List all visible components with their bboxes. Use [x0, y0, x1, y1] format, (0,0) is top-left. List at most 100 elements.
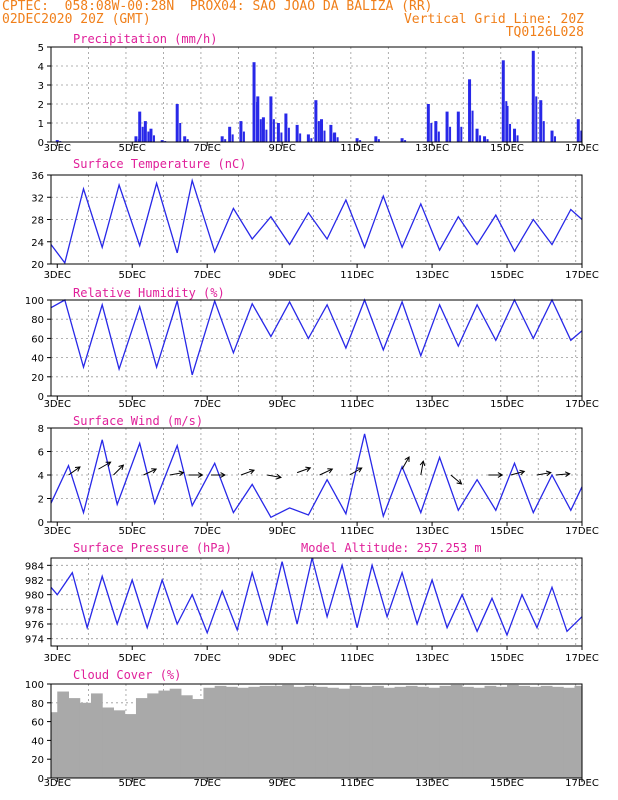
cloud-bar [473, 687, 486, 778]
panel-2: Relative Humidity (%) 0 20 40 60 80 100 3DEC 5DE… [25, 286, 599, 410]
precip-bar [374, 136, 378, 142]
x-tick-label: 15DEC [490, 399, 524, 410]
cloud-bar [518, 685, 531, 778]
precip-bar [516, 135, 519, 142]
precip-bar [554, 136, 557, 142]
cloud-bar [484, 685, 497, 778]
wind-arrow [267, 474, 282, 478]
cloud-bar [180, 695, 193, 778]
cloud-bar [57, 691, 70, 778]
x-tick-label: 3DEC [44, 270, 71, 281]
precip-bar [542, 121, 545, 142]
plot-frame [50, 557, 583, 647]
precip-bar [456, 111, 460, 142]
wind-arrow-head [118, 464, 125, 471]
panel-4: Surface Pressure (hPa) Model Altitude: 25… [25, 541, 599, 664]
cloud-bar [214, 685, 227, 778]
x-tick-label: 7DEC [193, 143, 220, 154]
cloud-bar [349, 685, 362, 778]
series-line [50, 433, 583, 519]
cloud-bar [327, 687, 339, 778]
x-tick-label: 15DEC [490, 653, 524, 664]
wind-arrow-head [220, 472, 226, 478]
x-tick-label: 13DEC [415, 653, 449, 664]
precip-bar [336, 137, 339, 142]
precip-bar [152, 135, 155, 142]
precip-bar [404, 140, 407, 142]
wind-arrow [143, 468, 157, 476]
precip-bar [272, 119, 275, 142]
precip-bar [475, 128, 479, 142]
panel-title: Precipitation (mm/h) [73, 32, 218, 46]
cloud-bar [259, 685, 272, 778]
cloud-bar [315, 686, 328, 778]
x-tick-label: 9DEC [268, 399, 295, 410]
x-tick-label: 7DEC [193, 526, 220, 537]
panel-title: Surface Wind (m/s) [73, 414, 203, 428]
precip-bar [310, 138, 313, 142]
cloud-bar [135, 698, 148, 778]
y-tick-label: 0 [38, 518, 44, 529]
y-tick-label: 80 [31, 699, 44, 710]
x-tick-label: 13DEC [415, 399, 449, 410]
cloud-bar [372, 685, 384, 778]
precip-bar [377, 139, 380, 142]
x-tick-label: 15DEC [490, 270, 524, 281]
cloud-bar [282, 684, 294, 778]
y-tick-label: 6 [38, 448, 44, 459]
precip-bar [242, 131, 245, 142]
precip-bar [323, 130, 326, 142]
y-tick-label: 28 [31, 216, 44, 227]
header-station-line: CPTEC: 058:08W-00:28N PROX04: SAO JOAO D… [2, 0, 433, 14]
y-tick-label: 100 [25, 296, 44, 307]
y-tick-label: 2 [38, 100, 44, 111]
wind-arrow-head [327, 468, 334, 474]
wind-arrow-head [497, 472, 504, 478]
x-tick-label: 11DEC [340, 270, 374, 281]
precip-bar [141, 126, 144, 142]
precip-bar [314, 100, 318, 142]
cloud-bar [90, 693, 103, 778]
y-tick-label: 5 [38, 43, 44, 54]
cloud-bar [203, 687, 216, 778]
precip-bar [284, 113, 288, 142]
cloud-bar [563, 687, 576, 778]
precip-bar [531, 50, 535, 142]
precip-bar [287, 127, 290, 142]
cloud-bar [574, 685, 583, 778]
wind-arrow [510, 470, 525, 476]
wind-arrow-head [105, 461, 112, 467]
panel-5: Cloud Cover (%) 0 20 40 60 80 100 3DEC 5DEC 7DEC 9… [25, 668, 599, 789]
cloud-bar [394, 686, 407, 778]
wind-arrow [401, 456, 410, 470]
header-model-code: TQ0126L028 [505, 25, 584, 40]
wind-arrow [349, 467, 362, 476]
wind-arrow [319, 468, 333, 476]
x-tick-label: 17DEC [565, 270, 599, 281]
x-tick-label: 5DEC [119, 270, 146, 281]
cloud-bar [450, 684, 463, 778]
panel-title: Surface Temperature (nC) [73, 157, 246, 171]
precip-bar [539, 100, 543, 142]
cloud-bar [225, 686, 238, 778]
y-tick-label: 40 [31, 354, 44, 365]
precip-bar [479, 135, 482, 142]
y-tick-label: 3 [38, 81, 44, 92]
cloud-bar [293, 686, 306, 778]
precip-bar [280, 132, 283, 142]
precip-bar [483, 136, 487, 142]
cloud-bar [552, 686, 564, 778]
x-tick-label: 3DEC [44, 526, 71, 537]
precip-bar [261, 117, 265, 142]
cloud-bar [248, 686, 261, 778]
y-tick-label: 984 [25, 561, 44, 572]
series-line [50, 557, 583, 637]
panel-annotation: Model Altitude: 257.253 m [301, 541, 482, 555]
precip-bar [471, 110, 474, 142]
x-tick-label: 9DEC [268, 526, 295, 537]
x-tick-label: 3DEC [44, 653, 71, 664]
wind-arrow-head [249, 468, 256, 475]
x-tick-label: 7DEC [193, 778, 220, 789]
wind-arrow [536, 472, 551, 476]
x-tick-label: 9DEC [268, 143, 295, 154]
